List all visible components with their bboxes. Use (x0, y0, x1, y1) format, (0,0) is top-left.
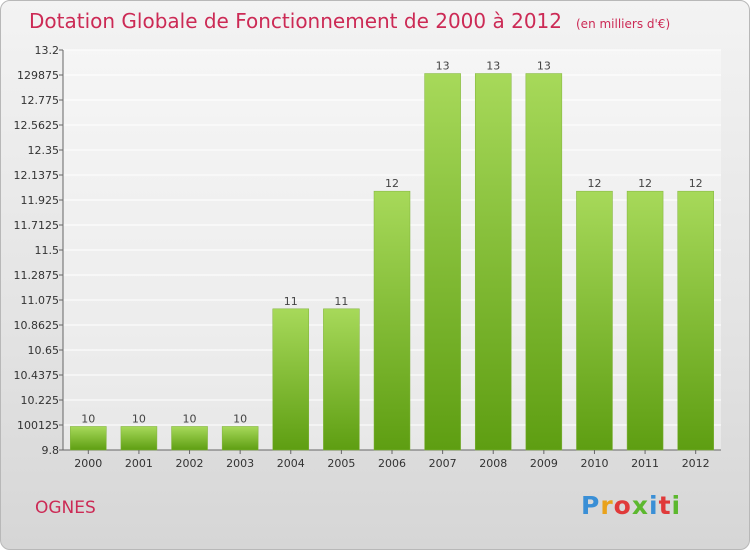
logo-letter: t (658, 491, 672, 520)
logo-letter: o (613, 491, 632, 520)
bar (373, 190, 411, 451)
y-tick-label: 11.7125 (14, 219, 60, 232)
x-tick-label: 2003 (226, 457, 254, 470)
y-tick-label: 12.35 (28, 144, 60, 157)
bar-value-label: 11 (284, 295, 298, 308)
bar (221, 426, 259, 451)
bar (120, 426, 158, 451)
town-name: OGNES (35, 498, 96, 518)
bar (474, 73, 512, 451)
x-tick-label: 2007 (429, 457, 457, 470)
bar-value-label: 12 (587, 177, 601, 190)
bar (525, 73, 563, 451)
bar (576, 190, 613, 451)
x-tick-label: 2010 (580, 457, 608, 470)
bar (272, 308, 310, 451)
title-text: Dotation Globale de Fonctionnement de 20… (29, 9, 562, 33)
bar (171, 426, 208, 451)
x-tick-label: 2009 (530, 457, 558, 470)
bar (677, 190, 714, 451)
logo-letter: r (600, 491, 614, 520)
x-tick-label: 2011 (631, 457, 659, 470)
x-tick-label: 2006 (378, 457, 406, 470)
bar-value-label: 12 (689, 177, 703, 190)
y-tick-label: 12.5625 (14, 119, 60, 132)
proxiti-logo: Proxiti (581, 491, 681, 520)
x-tick-label: 2002 (176, 457, 204, 470)
bar-value-label: 10 (81, 412, 95, 425)
bar-value-label: 13 (436, 60, 450, 73)
bar-value-label: 10 (183, 412, 197, 425)
bar-value-label: 13 (486, 60, 500, 73)
bar-value-label: 13 (537, 60, 551, 73)
x-tick-label: 2004 (277, 457, 305, 470)
y-tick-label: 10.4375 (14, 369, 60, 382)
bar (626, 190, 664, 451)
y-tick-label: 100125 (17, 419, 59, 432)
x-tick-label: 2008 (479, 457, 507, 470)
y-tick-label: 13.2 (35, 44, 60, 57)
x-tick-label: 2012 (682, 457, 710, 470)
bar-value-label: 12 (638, 177, 652, 190)
y-tick-label: 11.075 (21, 294, 60, 307)
x-tick-label: 2005 (327, 457, 355, 470)
y-tick-label: 11.925 (21, 194, 60, 207)
y-tick-label: 12.775 (21, 94, 60, 107)
chart-title: Dotation Globale de Fonctionnement de 20… (29, 9, 670, 33)
y-tick-label: 10.65 (28, 344, 60, 357)
bar-value-label: 10 (233, 412, 247, 425)
logo-letter: i (671, 491, 682, 520)
bar-value-label: 11 (334, 295, 348, 308)
logo-letter: P (581, 491, 601, 520)
bar-value-label: 12 (385, 177, 399, 190)
y-tick-label: 11.5 (35, 244, 60, 257)
y-tick-label: 12.1375 (14, 169, 60, 182)
bar (70, 426, 107, 451)
x-tick-label: 2000 (74, 457, 102, 470)
y-tick-label: 129875 (17, 69, 59, 82)
bar (323, 308, 360, 451)
y-tick-label: 10.8625 (14, 319, 60, 332)
x-tick-label: 2001 (125, 457, 153, 470)
logo-letter: i (649, 491, 659, 520)
title-unit: (en milliers d'€) (576, 17, 671, 31)
y-tick-label: 10.225 (21, 394, 60, 407)
y-tick-label: 11.2875 (14, 269, 60, 282)
logo-letter: x (631, 491, 649, 520)
bar-value-label: 10 (132, 412, 146, 425)
bar (424, 73, 461, 451)
y-tick-label: 9.8 (42, 444, 60, 457)
